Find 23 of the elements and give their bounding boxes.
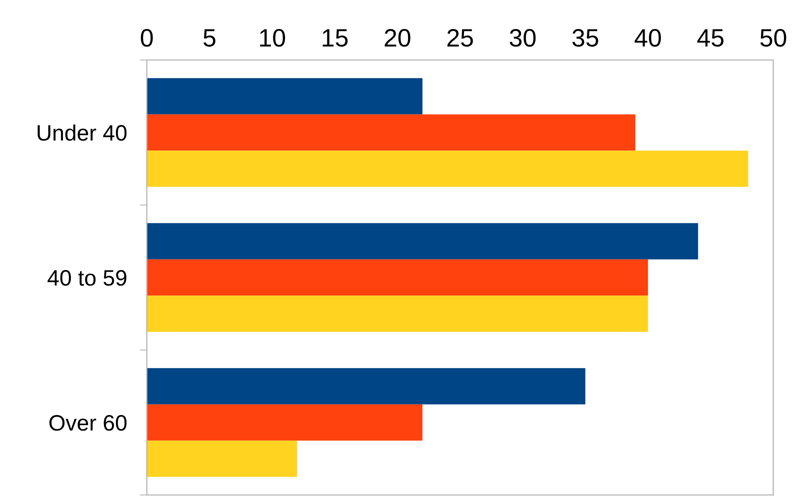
bar bbox=[146, 404, 422, 441]
x-tick-label: 30 bbox=[510, 29, 536, 47]
x-tick-label: 35 bbox=[572, 29, 598, 47]
x-tick-label: 40 bbox=[634, 29, 661, 47]
x-tick-label: 5 bbox=[204, 29, 216, 47]
bar bbox=[146, 259, 648, 296]
bar bbox=[146, 296, 648, 332]
x-tick-label: 25 bbox=[447, 29, 473, 47]
x-tick-label: 45 bbox=[697, 29, 724, 47]
x-tick-label: 50 bbox=[760, 29, 786, 47]
y-tick-label: 40 to 59 bbox=[48, 270, 126, 286]
y-tick-label: Over 60 bbox=[49, 415, 127, 431]
bar bbox=[146, 440, 298, 477]
y-tick-label: Under 40 bbox=[38, 124, 127, 141]
x-tick-label: 15 bbox=[322, 29, 348, 47]
x-tick-label: 0 bbox=[140, 29, 153, 47]
bar bbox=[146, 150, 748, 187]
x-tick-label: 20 bbox=[384, 29, 410, 47]
x-tick-label: 10 bbox=[260, 29, 286, 47]
bar bbox=[146, 368, 586, 404]
bar bbox=[146, 78, 422, 114]
bar bbox=[146, 223, 698, 260]
bar bbox=[146, 114, 636, 151]
